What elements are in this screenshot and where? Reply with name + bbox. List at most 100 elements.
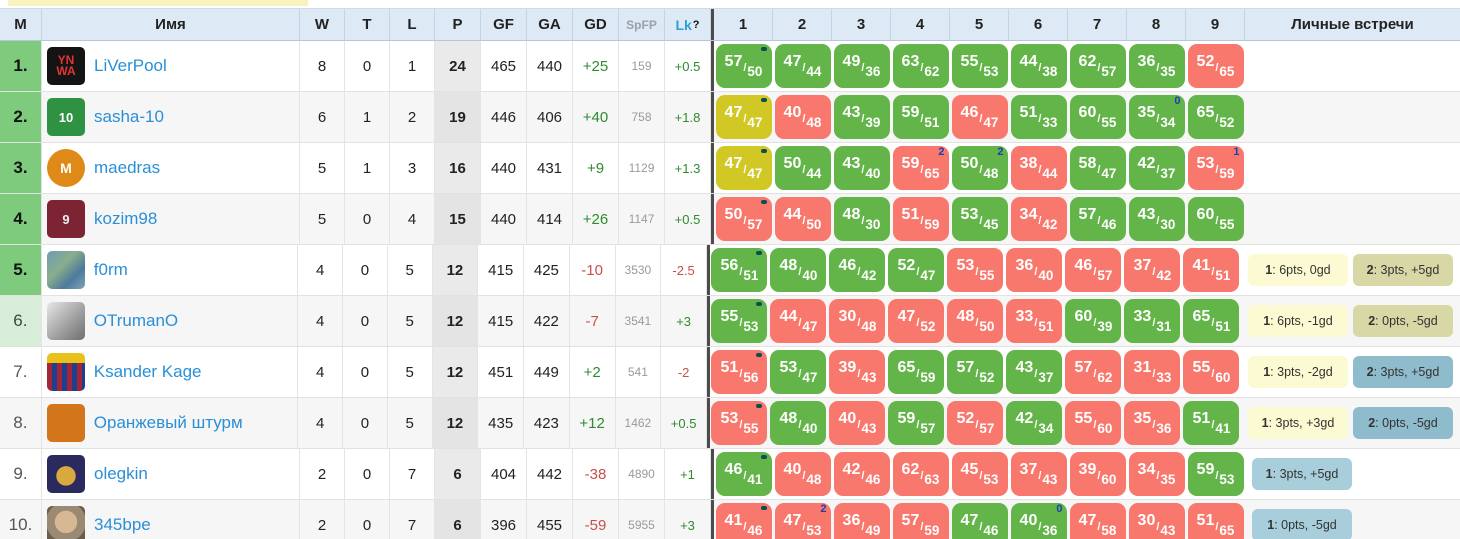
match-result[interactable]: 33/51 (1006, 299, 1063, 343)
match-result[interactable]: 41/46 (715, 503, 772, 539)
avatar[interactable] (46, 353, 85, 391)
manager-name-link[interactable]: olegkin (94, 464, 148, 483)
match-result[interactable]: 57/46 (1069, 197, 1126, 241)
match-result[interactable]: 40/48 (774, 452, 831, 496)
match-result[interactable]: 48/30 (833, 197, 890, 241)
match-result[interactable]: 43/39 (833, 95, 890, 139)
match-result[interactable]: 48/40 (770, 248, 827, 292)
match-result[interactable]: 65/59 (888, 350, 945, 394)
match-result[interactable]: 60/55 (1187, 197, 1244, 241)
avatar[interactable]: 10 (47, 98, 85, 136)
match-result[interactable]: 45/53 (951, 452, 1008, 496)
match-result[interactable]: 51/33 (1010, 95, 1067, 139)
match-result[interactable]: 37/43 (1010, 452, 1067, 496)
manager-name-link[interactable]: kozim98 (94, 209, 158, 228)
match-result[interactable]: 53/59 1 (1187, 146, 1244, 190)
match-result[interactable]: 43/30 (1128, 197, 1185, 241)
match-result[interactable]: 34/35 (1128, 452, 1185, 496)
match-result[interactable]: 36/35 (1128, 44, 1185, 88)
match-result[interactable]: 52/57 (947, 401, 1004, 445)
match-result[interactable]: 46/42 (829, 248, 886, 292)
match-result[interactable]: 43/40 (833, 146, 890, 190)
match-result[interactable]: 55/53 (951, 44, 1008, 88)
match-result[interactable]: 57/52 (947, 350, 1004, 394)
match-result[interactable]: 57/50 (715, 44, 772, 88)
match-result[interactable]: 46/47 (951, 95, 1008, 139)
match-result[interactable]: 42/46 (833, 452, 890, 496)
match-result[interactable]: 53/55 (947, 248, 1004, 292)
match-result[interactable]: 49/36 (833, 44, 890, 88)
match-result[interactable]: 35/36 (1124, 401, 1181, 445)
match-result[interactable]: 59/57 (888, 401, 945, 445)
avatar[interactable]: YN WA (47, 47, 85, 85)
manager-name-link[interactable]: Оранжевый штурм (93, 413, 243, 432)
match-result[interactable]: 57/62 (1065, 350, 1122, 394)
match-result[interactable]: 59/53 (1187, 452, 1244, 496)
avatar[interactable]: 9 (47, 200, 85, 238)
match-result[interactable]: 50/57 (715, 197, 772, 241)
match-result[interactable]: 58/47 (1069, 146, 1126, 190)
match-result[interactable]: 47/53 2 (774, 503, 831, 539)
manager-name-link[interactable]: OTrumanO (93, 311, 179, 330)
match-result[interactable]: 56/51 (711, 248, 768, 292)
manager-name-link[interactable]: f0rm (93, 260, 128, 279)
match-result[interactable]: 65/52 (1187, 95, 1244, 139)
match-result[interactable]: 51/41 (1183, 401, 1240, 445)
match-result[interactable]: 39/60 (1069, 452, 1126, 496)
match-result[interactable]: 47/47 (715, 146, 772, 190)
manager-name-link[interactable]: LiVerPool (94, 56, 167, 75)
manager-name-link[interactable]: Ksander Kage (93, 362, 202, 381)
match-result[interactable]: 41/51 (1183, 248, 1240, 292)
avatar[interactable] (46, 302, 85, 340)
match-result[interactable]: 51/56 (711, 350, 768, 394)
match-result[interactable]: 42/37 (1128, 146, 1185, 190)
match-result[interactable]: 37/42 (1124, 248, 1181, 292)
match-result[interactable]: 36/40 (1006, 248, 1063, 292)
match-result[interactable]: 48/50 (947, 299, 1004, 343)
match-result[interactable]: 52/47 (888, 248, 945, 292)
match-result[interactable]: 51/59 (892, 197, 949, 241)
match-result[interactable]: 55/60 (1065, 401, 1122, 445)
match-result[interactable]: 57/59 (892, 503, 949, 539)
match-result[interactable]: 62/57 (1069, 44, 1126, 88)
match-result[interactable]: 55/53 (711, 299, 768, 343)
match-result[interactable]: 30/48 (829, 299, 886, 343)
match-result[interactable]: 52/65 (1187, 44, 1244, 88)
match-result[interactable]: 34/42 (1010, 197, 1067, 241)
match-result[interactable]: 33/31 (1124, 299, 1181, 343)
match-result[interactable]: 59/51 (892, 95, 949, 139)
match-result[interactable]: 53/45 (951, 197, 1008, 241)
avatar[interactable] (47, 455, 85, 493)
match-result[interactable]: 65/51 (1183, 299, 1240, 343)
match-result[interactable]: 47/52 (888, 299, 945, 343)
match-result[interactable]: 51/65 (1187, 503, 1244, 539)
match-result[interactable]: 42/34 (1006, 401, 1063, 445)
help-icon[interactable]: ? (692, 18, 700, 31)
avatar[interactable] (46, 404, 85, 442)
match-result[interactable]: 55/60 (1183, 350, 1240, 394)
manager-name-link[interactable]: maedras (94, 158, 161, 177)
match-result[interactable]: 30/43 (1128, 503, 1185, 539)
match-result[interactable]: 47/58 (1069, 503, 1126, 539)
match-result[interactable]: 50/48 2 (951, 146, 1008, 190)
avatar[interactable] (46, 251, 85, 289)
match-result[interactable]: 40/36 0 (1010, 503, 1067, 539)
match-result[interactable]: 40/48 (774, 95, 831, 139)
match-result[interactable]: 47/46 (951, 503, 1008, 539)
match-result[interactable]: 50/44 (774, 146, 831, 190)
match-result[interactable]: 46/41 (715, 452, 772, 496)
match-result[interactable]: 62/63 (892, 452, 949, 496)
match-result[interactable]: 40/43 (829, 401, 886, 445)
match-result[interactable]: 31/33 (1124, 350, 1181, 394)
match-result[interactable]: 39/43 (829, 350, 886, 394)
manager-name-link[interactable]: 345bpe (94, 515, 151, 534)
match-result[interactable]: 63/62 (892, 44, 949, 88)
match-result[interactable]: 36/49 (833, 503, 890, 539)
match-result[interactable]: 38/44 (1010, 146, 1067, 190)
match-result[interactable]: 44/50 (774, 197, 831, 241)
match-result[interactable]: 46/57 (1065, 248, 1122, 292)
match-result[interactable]: 44/38 (1010, 44, 1067, 88)
match-result[interactable]: 35/34 0 (1128, 95, 1185, 139)
match-result[interactable]: 60/55 (1069, 95, 1126, 139)
match-result[interactable]: 59/65 2 (892, 146, 949, 190)
